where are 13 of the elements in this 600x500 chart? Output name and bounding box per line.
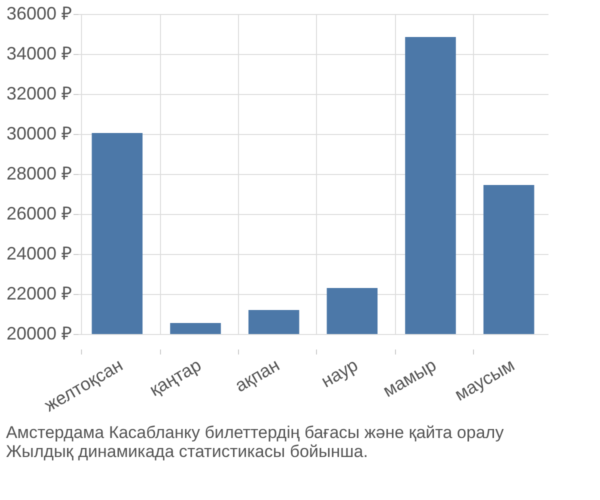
y-tick-label: 32000 ₽	[6, 84, 72, 104]
text: Жылдық динамикада статистикасы бойынша.	[6, 442, 368, 462]
x-tick-label: наур	[318, 354, 362, 392]
y-tick-label: 26000 ₽	[6, 204, 72, 224]
y-tick-label: 34000 ₽	[6, 44, 72, 64]
y-tick-label: 28000 ₽	[6, 164, 72, 184]
text: Амстердама Касабланку билеттердің бағасы және қайта оралу	[6, 423, 504, 442]
y-tick-label: 22000 ₽	[6, 284, 72, 304]
x-tick-label: ақпан	[232, 354, 283, 396]
y-tick-label: 36000 ₽	[6, 4, 72, 24]
y-tick-label: 20000 ₽	[6, 324, 72, 344]
y-tick-label: 24000 ₽	[6, 244, 72, 264]
y-tick-label: 30000 ₽	[6, 124, 72, 144]
